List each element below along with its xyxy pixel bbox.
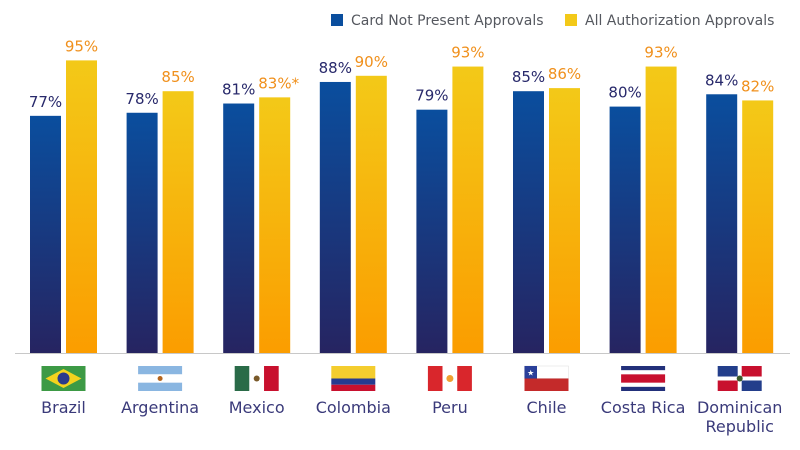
data-label-card-not-present: 81% [222, 81, 255, 99]
data-label-all-authorization: 93% [451, 44, 484, 62]
x-tick-label: Colombia [316, 398, 391, 417]
x-tick-label: Chile [526, 398, 566, 417]
x-tick-label: Costa Rica [601, 398, 686, 417]
value-labels: 77%95%78%85%81% 83%*88% 90%79%93%85% 86%80%… [29, 37, 775, 110]
bars [30, 60, 774, 354]
data-label-card-not-present: 85% [512, 68, 545, 86]
bar-card-not-present [706, 94, 738, 353]
mexico-flag-icon [234, 366, 279, 391]
bar-all-authorization [259, 97, 291, 353]
bar-all-authorization [742, 100, 774, 353]
bar-all-authorization [66, 60, 97, 354]
data-label-all-authorization: 82% [741, 77, 774, 95]
x-tick-label: Republic [706, 417, 774, 436]
bar-card-not-present [416, 109, 448, 354]
costa-rica-flag-icon [621, 366, 666, 391]
brazil-flag-icon [41, 366, 86, 391]
peru-flag-icon [427, 366, 472, 391]
x-tick-label: Brazil [41, 398, 86, 417]
data-label-all-authorization: 86% [548, 65, 581, 83]
bar-card-not-present [513, 91, 544, 353]
x-tick-label: Dominican [697, 398, 782, 417]
data-label-all-authorization: 95% [65, 37, 98, 55]
bar-all-authorization [645, 66, 677, 353]
dominican-republic-flag-icon [717, 366, 762, 391]
x-tick-label: Mexico [229, 398, 285, 417]
category-labels: Brazil Argentina Mexico Colombia Peru Chile Co… [41, 398, 782, 436]
legend-swatch-gold [565, 14, 577, 26]
bar-all-authorization [355, 75, 387, 354]
bar-card-not-present [223, 103, 255, 354]
argentina-flag-icon [138, 366, 183, 391]
legend: Card Not Present Approvals All Authoriza… [331, 13, 774, 29]
bar-card-not-present [319, 81, 351, 354]
colombia-flag-icon [331, 366, 376, 391]
legend-label: All Authorization Approvals [585, 13, 774, 29]
data-label-card-not-present: 77% [29, 93, 62, 111]
bar-card-not-present [30, 115, 61, 353]
legend-swatch-blue [331, 14, 343, 26]
data-label-card-not-present: 79% [415, 87, 448, 105]
svg-text:★: ★ [527, 369, 534, 378]
data-label-card-not-present: 80% [608, 84, 641, 102]
bar-all-authorization [549, 88, 580, 354]
data-label-all-authorization: 83%* [258, 74, 299, 92]
data-label-all-authorization: 93% [644, 44, 677, 62]
data-label-card-not-present: 84% [705, 71, 738, 89]
bar-card-not-present [609, 106, 641, 353]
x-tick-label: Argentina [121, 398, 199, 417]
data-label-card-not-present: 88% [319, 59, 352, 77]
data-label-all-authorization: 85% [161, 68, 194, 86]
legend-label: Card Not Present Approvals [351, 13, 544, 29]
bar-card-not-present [126, 112, 158, 353]
x-tick-label: Peru [432, 398, 468, 417]
flags: ★ [41, 365, 762, 391]
bar-all-authorization [162, 91, 194, 353]
data-label-all-authorization: 90% [355, 53, 388, 71]
legend-item-card-not-present: Card Not Present Approvals [331, 13, 544, 29]
legend-item-all-authorization: All Authorization Approvals [565, 13, 774, 29]
bar-all-authorization [452, 66, 484, 353]
data-label-card-not-present: 78% [125, 90, 158, 108]
chile-flag-icon: ★ [524, 365, 569, 391]
